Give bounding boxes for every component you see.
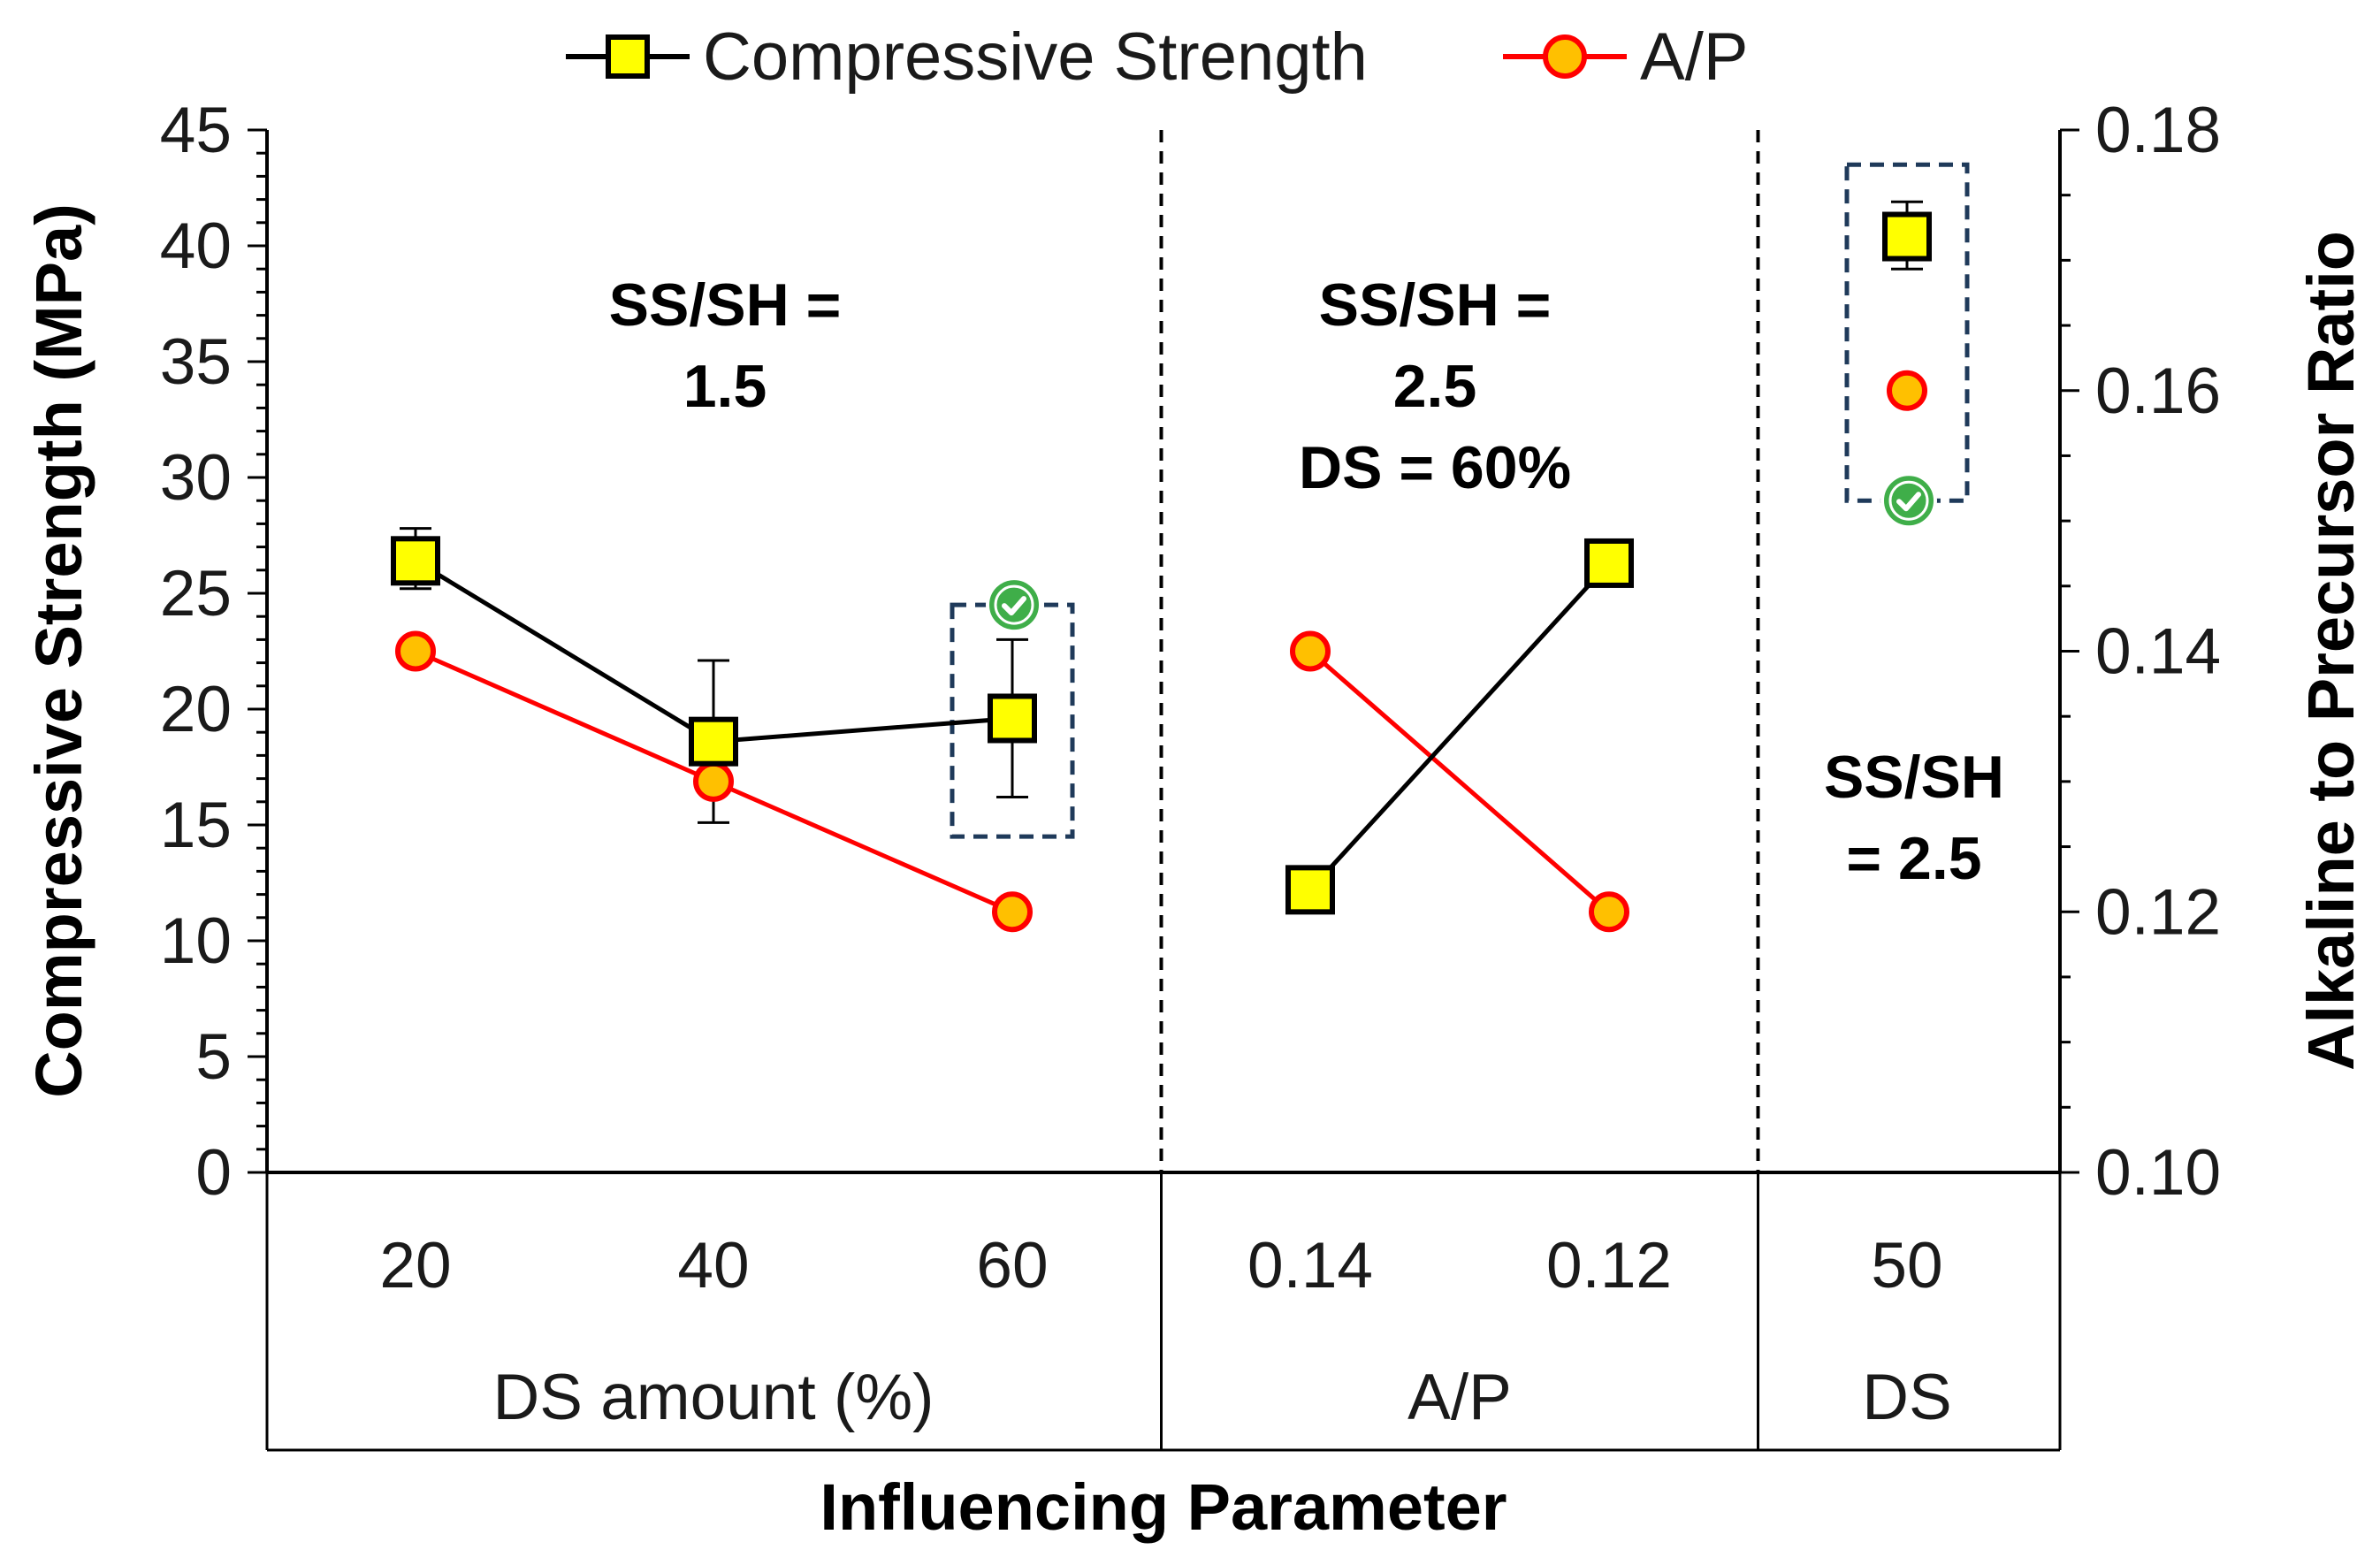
legend-cs-label: Compressive Strength xyxy=(703,19,1368,95)
right-tick-label: 0.16 xyxy=(2095,355,2221,427)
right-y-ticks: 0.10 0.12 0.14 0.16 0.18 xyxy=(2060,95,2221,1209)
x-category-label: 0.12 xyxy=(1546,1230,1672,1302)
legend-ap-label: A/P xyxy=(1640,19,1749,95)
x-category-label: 60 xyxy=(976,1230,1048,1302)
right-tick-label: 0.18 xyxy=(2095,95,2221,166)
check-icon xyxy=(1896,492,1921,512)
annotation-ssh-2-5-line2: 2.5 xyxy=(1393,353,1477,420)
series-markers xyxy=(391,211,1932,933)
y-axis-left-title: Compressive Strength (MPa) xyxy=(22,203,95,1098)
left-tick-label: 30 xyxy=(160,442,232,514)
x-category-label: 0.14 xyxy=(1247,1230,1373,1302)
right-tick-label: 0.14 xyxy=(2095,616,2221,688)
x-category-labels: 20 40 60 0.14 0.12 50 xyxy=(379,1230,1942,1302)
x-category-label: 50 xyxy=(1871,1230,1942,1302)
cs-point xyxy=(391,536,440,586)
group-dividers xyxy=(1159,130,1760,1450)
highlight-boxes xyxy=(950,162,1970,839)
cs-point xyxy=(1285,865,1335,915)
ap-point xyxy=(992,891,1033,933)
legend: Compressive Strength A/P xyxy=(566,19,1749,95)
ap-point xyxy=(1589,891,1629,933)
left-tick-label: 35 xyxy=(160,326,232,398)
left-y-ticks: 0 5 10 15 20 25 30 35 40 45 xyxy=(160,95,267,1209)
left-tick-label: 0 xyxy=(195,1137,232,1209)
left-tick-label: 20 xyxy=(160,674,232,745)
right-tick-label: 0.12 xyxy=(2095,876,2221,948)
ap-point xyxy=(1887,370,1927,411)
y-axis-right-title: Alkaline to Precursor Ratio xyxy=(2294,231,2368,1071)
annotation-ssh-1-5-line2: 1.5 xyxy=(683,353,767,420)
cs-point xyxy=(988,693,1037,744)
check-icon xyxy=(1002,596,1026,616)
annotation-ssh-1-5-line1: SS/SH = xyxy=(609,271,842,339)
x-axis-title: Influencing Parameter xyxy=(820,1470,1507,1544)
annotation-ds-line2: = 2.5 xyxy=(1846,825,1981,892)
cs-point xyxy=(1584,538,1634,588)
ap-point xyxy=(693,760,734,802)
check-badge-ring xyxy=(994,584,1034,625)
legend-item-compressive-strength: Compressive Strength xyxy=(566,19,1368,95)
left-tick-label: 40 xyxy=(160,210,232,282)
x-group-label: DS xyxy=(1862,1362,1951,1433)
right-tick-label: 0.10 xyxy=(2095,1137,2221,1209)
x-group-label: A/P xyxy=(1407,1362,1512,1433)
legend-cs-marker xyxy=(606,34,650,79)
annotation-ssh-2-5-line3: DS = 60% xyxy=(1299,434,1571,501)
annotation-ssh-2-5-line1: SS/SH = xyxy=(1319,271,1552,339)
left-tick-label: 5 xyxy=(195,1021,232,1093)
axes xyxy=(265,130,2062,1452)
ap-point xyxy=(1290,630,1331,672)
ap-point xyxy=(395,630,436,672)
x-group-labels: DS amount (%) A/P DS xyxy=(493,1362,1952,1433)
check-badge-ring xyxy=(1888,480,1929,521)
x-category-label: 40 xyxy=(677,1230,749,1302)
cs-point xyxy=(689,716,738,767)
legend-ap-marker xyxy=(1543,34,1587,79)
x-category-label: 20 xyxy=(379,1230,451,1302)
left-tick-label: 45 xyxy=(160,95,232,166)
cs-point xyxy=(1882,211,1932,262)
left-tick-label: 15 xyxy=(160,790,232,861)
cs-series-line xyxy=(1308,561,1611,892)
left-tick-label: 10 xyxy=(160,905,232,977)
left-tick-label: 25 xyxy=(160,558,232,630)
x-group-label: DS amount (%) xyxy=(493,1362,934,1433)
legend-item-ap: A/P xyxy=(1503,19,1749,95)
ap-series-line xyxy=(1308,649,1611,914)
annotation-ds-line1: SS/SH xyxy=(1824,744,2004,811)
